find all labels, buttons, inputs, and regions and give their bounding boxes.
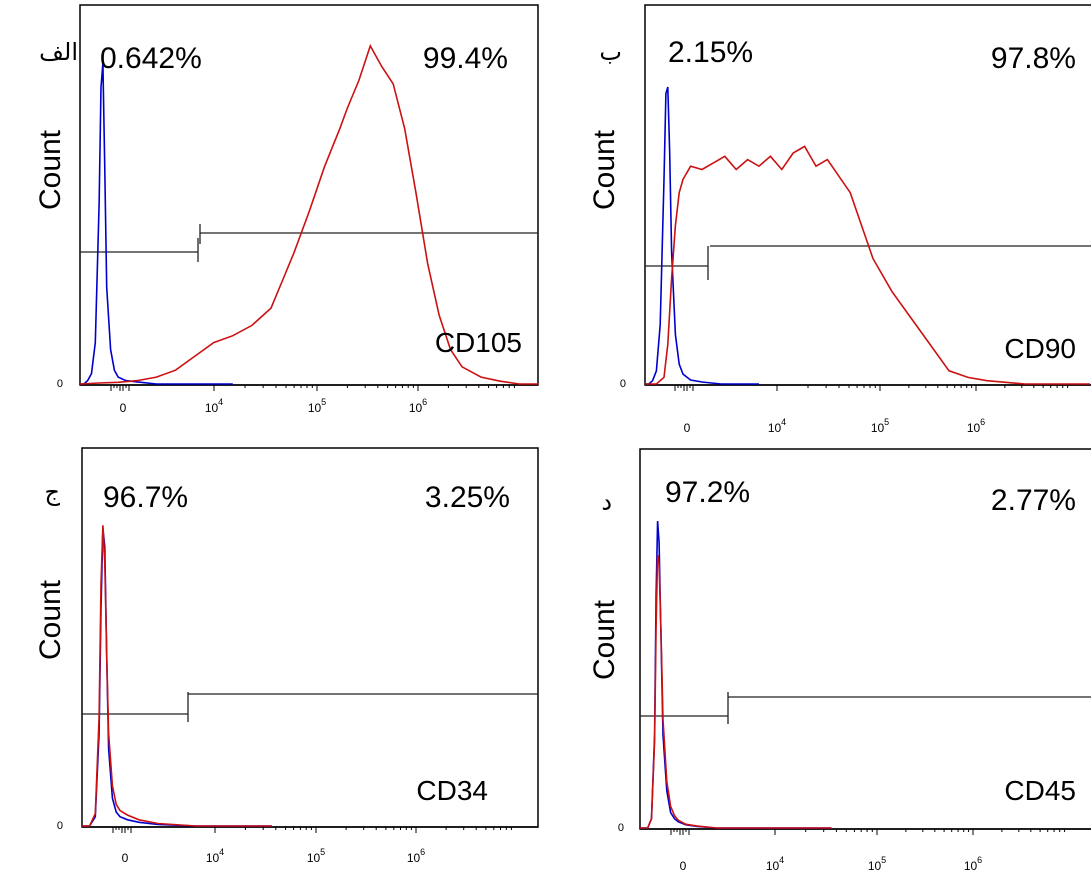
x-tick-label-0: 0 <box>684 421 691 435</box>
x-tick-label-10-5: 105 <box>308 397 326 415</box>
x-tick-label-10-6: 106 <box>964 855 982 873</box>
isotype-histogram-line <box>645 86 759 385</box>
gate-markers <box>645 245 1091 280</box>
x-tick-label-0: 0 <box>122 851 129 865</box>
x-tick-label-10-6: 106 <box>409 397 427 415</box>
y-zero-label: 0 <box>618 822 624 834</box>
x-axis: 0 104 105 106 <box>80 384 538 415</box>
marker-label: CD34 <box>416 775 488 806</box>
gate-markers <box>82 692 538 722</box>
negative-gate-percent: 97.2% <box>665 476 750 509</box>
x-tick-label-0: 0 <box>120 401 127 415</box>
panel-cd105: الف Count 0 0 104 105 106 <box>34 4 539 415</box>
x-axis: 0 104 105 106 <box>645 384 1091 435</box>
x-axis: 0 104 105 106 <box>82 826 538 865</box>
isotype-histogram-line <box>80 63 233 385</box>
y-zero-label: 0 <box>620 378 626 390</box>
x-tick-label-10-5: 105 <box>868 855 886 873</box>
marker-label: CD90 <box>1004 333 1076 364</box>
x-tick-label-10-4: 104 <box>205 397 223 415</box>
isotype-histogram-line <box>640 521 832 829</box>
panel-label: ب <box>599 38 622 66</box>
negative-gate-percent: 0.642% <box>100 42 202 75</box>
x-tick-label-10-4: 104 <box>766 855 784 873</box>
positive-gate-percent: 97.8% <box>991 42 1076 75</box>
cd45-histogram-line <box>640 555 832 829</box>
positive-gate-percent: 3.25% <box>425 481 510 514</box>
isotype-histogram-line <box>82 528 272 827</box>
gate-markers <box>640 692 1091 724</box>
x-tick-label-10-4: 104 <box>768 417 786 435</box>
x-minor-ticks <box>670 829 1066 835</box>
negative-gate-percent: 2.15% <box>668 36 753 69</box>
cd105-histogram-line <box>79 43 539 385</box>
marker-label: CD105 <box>435 327 522 358</box>
x-minor-ticks <box>674 385 1069 391</box>
gate-markers <box>80 224 538 262</box>
y-axis-label: Count <box>34 579 67 660</box>
x-minor-ticks <box>112 827 512 833</box>
cd90-histogram-line <box>645 145 1090 385</box>
y-zero-label: 0 <box>57 378 63 390</box>
panel-cd45: د Count 0 0 104 105 106 97.2% <box>588 448 1091 873</box>
x-axis: 0 104 105 106 <box>640 828 1091 873</box>
x-tick-label-10-5: 105 <box>871 417 889 435</box>
x-tick-label-10-5: 105 <box>307 847 325 865</box>
panel-cd90: ب Count 0 0 104 105 106 2.15% <box>588 4 1091 435</box>
y-axis-label: Count <box>34 129 67 210</box>
x-tick-label-10-6: 106 <box>967 417 985 435</box>
y-axis-label: Count <box>588 599 621 680</box>
x-tick-label-10-4: 104 <box>206 847 224 865</box>
y-axis-label: Count <box>588 129 621 210</box>
cd34-histogram-line <box>82 525 272 827</box>
panel-label: د <box>601 488 612 516</box>
x-tick-label-0: 0 <box>680 859 687 873</box>
positive-gate-percent: 99.4% <box>423 42 508 75</box>
y-zero-label: 0 <box>57 820 63 832</box>
marker-label: CD45 <box>1004 775 1076 806</box>
positive-gate-percent: 2.77% <box>991 484 1076 517</box>
x-tick-label-10-6: 106 <box>407 847 425 865</box>
negative-gate-percent: 96.7% <box>103 481 188 514</box>
panel-label: الف <box>39 38 78 66</box>
panel-cd34: ج Count 0 0 104 105 106 96.7% <box>34 447 539 865</box>
panel-label: ج <box>45 478 61 506</box>
x-minor-ticks <box>110 385 515 391</box>
